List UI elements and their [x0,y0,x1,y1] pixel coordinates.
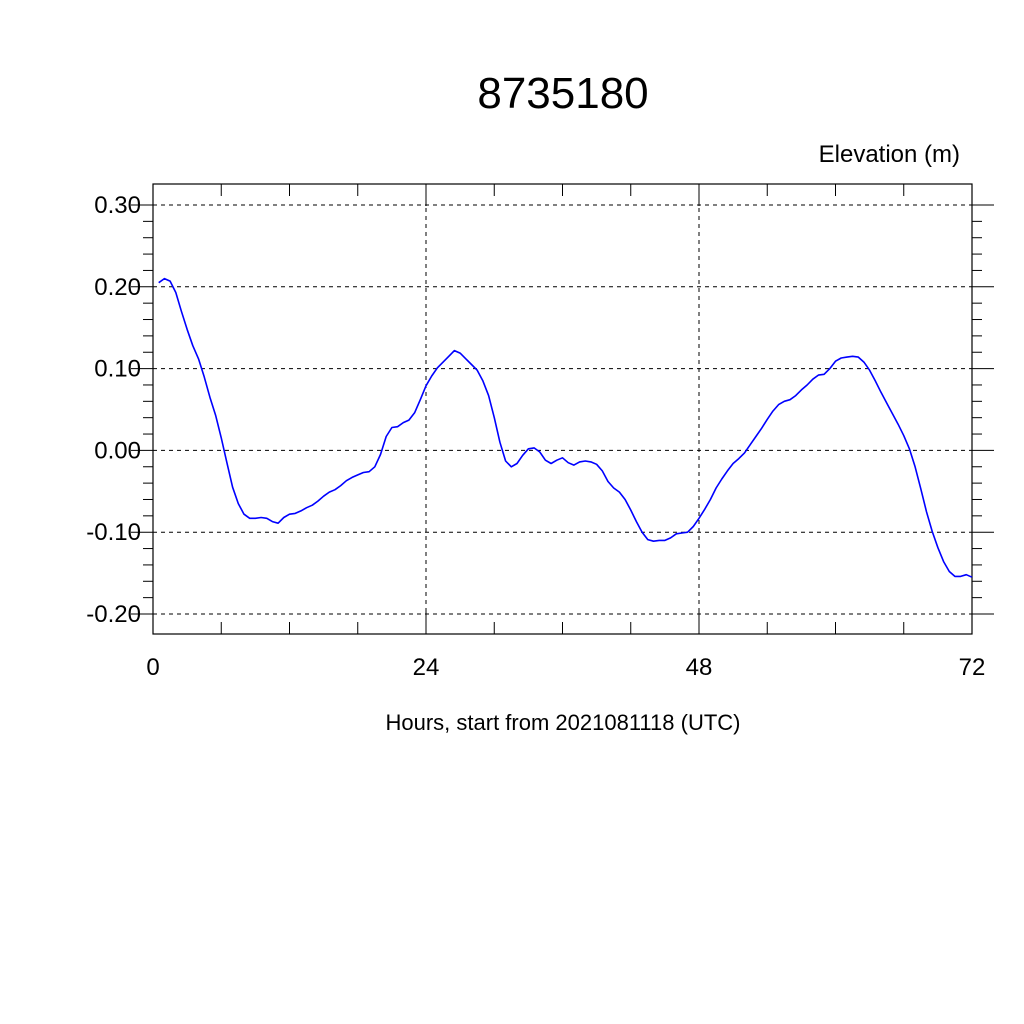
axis-ticks [131,184,994,634]
x-tick-label: 72 [959,654,986,681]
plot-frame [152,183,973,635]
y-tick-labels: -0.20 -0.10 0.00 0.10 0.20 0.30 [86,192,141,628]
x-tick-label: 0 [146,654,159,681]
x-axis-label: Hours, start from 2021081118 (UTC) [386,710,741,735]
y-tick-label: -0.10 [86,519,141,546]
chart-title: 8735180 [477,69,648,118]
x-tick-label: 24 [413,654,440,681]
series-line [158,277,973,578]
y-tick-label: -0.20 [86,601,141,628]
y-tick-label: 0.30 [94,192,141,219]
y-tick-label: 0.00 [94,437,141,464]
y-tick-label: 0.20 [94,274,141,301]
x-tick-label: 48 [686,654,713,681]
gridlines [153,184,972,634]
x-tick-labels: 0 24 48 72 [146,654,985,681]
y-tick-label: 0.10 [94,356,141,383]
y-unit-label: Elevation (m) [819,141,960,168]
